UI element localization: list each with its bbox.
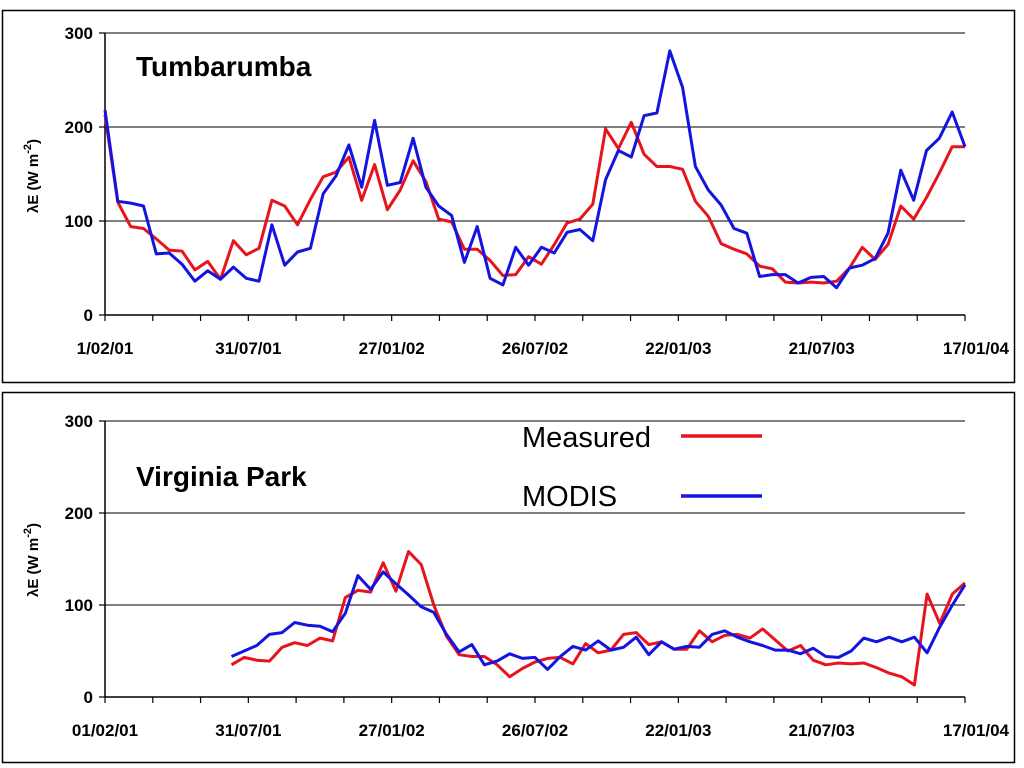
series-lines [230,550,967,687]
x-tick-label: 17/01/04 [943,339,1010,358]
series-line-measured [103,114,965,285]
y-axis-label-main: λE (W m [25,154,42,213]
chart-panel-tumbarumba: 0 100 200 300 1/02/01 31/07/01 27/01/02 26/07/… [22,24,1010,358]
x-tick-label: 31/07/01 [215,339,281,358]
y-tick-label: 0 [84,306,93,325]
y-tick-labels: 0 100 200 300 [65,24,105,325]
y-tick-label: 0 [84,688,93,707]
series-line-modis [230,570,967,671]
x-tick-label: 21/07/03 [789,721,855,740]
x-tick-label: 22/01/03 [645,339,711,358]
x-tick-label: 1/02/01 [77,339,134,358]
x-tick-label: 31/07/01 [215,721,281,740]
y-axis-label-main: λE (W m [25,538,42,597]
x-tick-label: 26/07/02 [502,721,568,740]
legend: Measured MODIS [522,422,762,513]
y-axis-label-sup: -2 [22,528,34,538]
chart-title: Tumbarumba [136,51,312,82]
chart-panel-virginia-park: 0 100 200 300 01/02/01 31/07/01 27/01/02 26/07… [22,412,1010,740]
legend-label-modis: MODIS [522,481,617,513]
y-tick-label: 200 [65,504,93,523]
y-axis-label: λE (W m-2) [22,139,42,213]
series-lines [103,49,967,290]
y-axis-label-close: ) [25,139,42,144]
chart-title: Virginia Park [136,461,307,492]
panel-frame-bottom [1,391,1016,764]
x-tick-labels: 01/02/01 31/07/01 27/01/02 26/07/02 22/01/03… [72,697,1010,740]
x-tick-label: 17/01/04 [943,721,1010,740]
y-tick-label: 200 [65,118,93,137]
y-axis-label: λE (W m-2) [22,523,42,597]
y-tick-labels: 0 100 200 300 [65,412,105,707]
x-tick-label: 26/07/02 [502,339,568,358]
x-tick-label: 21/07/03 [789,339,855,358]
x-tick-labels: 1/02/01 31/07/01 27/01/02 26/07/02 22/01/03 2… [77,315,1010,358]
y-tick-label: 300 [65,24,93,43]
x-tick-label: 27/01/02 [359,339,425,358]
series-line-modis [103,49,967,290]
panel-frame-top [1,9,1016,384]
y-axis-label-sup: -2 [22,144,34,154]
y-tick-label: 100 [65,596,93,615]
y-tick-label: 100 [65,212,93,231]
y-tick-label: 300 [65,412,93,431]
x-tick-label: 27/01/02 [359,721,425,740]
y-axis-label-close: ) [25,523,42,528]
x-tick-label: 01/02/01 [72,721,138,740]
x-tick-label: 22/01/03 [645,721,711,740]
legend-label-measured: Measured [522,422,651,454]
